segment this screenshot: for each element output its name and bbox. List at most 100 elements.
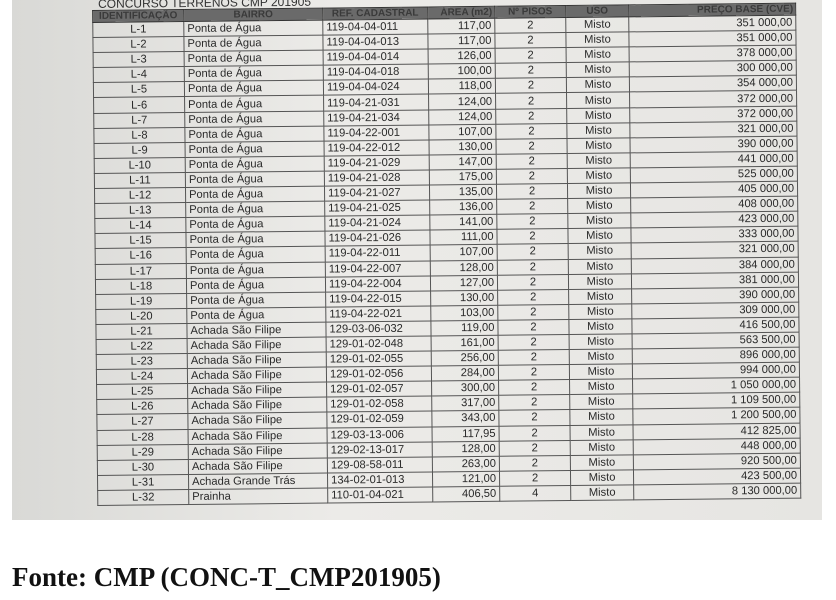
table-cell: 351 000,00 — [628, 30, 797, 48]
table-cell: 920 500,00 — [633, 452, 801, 470]
table-cell: 129-03-06-032 — [325, 320, 432, 338]
table-cell: 111,00 — [429, 229, 498, 246]
table-cell: 372 000,00 — [629, 105, 797, 123]
table-cell: L-4 — [93, 66, 185, 83]
table-cell: Ponta de Água — [183, 35, 324, 52]
table-cell: Achada São Filipe — [187, 352, 327, 369]
table-cell: 129-01-02-048 — [326, 335, 432, 353]
table-cell: Achada São Filipe — [187, 367, 327, 384]
table-cell: 2 — [496, 153, 568, 170]
table-cell: Misto — [570, 454, 634, 471]
column-header: USO — [565, 4, 629, 18]
table-cell: 2 — [496, 168, 568, 185]
table-cell: 126,00 — [428, 48, 496, 65]
table-cell: 2 — [498, 409, 570, 426]
table-cell: L-16 — [95, 247, 187, 264]
table-cell: 129-01-02-057 — [326, 381, 432, 398]
table-cell: 381 000,00 — [631, 271, 799, 289]
table-cell: 129-01-02-058 — [326, 396, 432, 413]
table-cell: Achada São Filipe — [187, 337, 327, 354]
table-cell: 2 — [497, 304, 569, 321]
table-cell: Ponta de Água — [185, 171, 325, 188]
document-photo: CONCURSO TERRENOS CMP 201905 IDENTIFICAÇ… — [12, 0, 822, 520]
table-cell: Misto — [568, 303, 632, 320]
table-cell: 896 000,00 — [632, 347, 800, 365]
table-cell: L-3 — [93, 51, 185, 68]
table-cell: L-11 — [94, 172, 186, 189]
table-cell: 119-04-21-026 — [324, 230, 431, 247]
table-cell: L-13 — [94, 202, 186, 219]
table-cell: 8 130 000,00 — [633, 483, 801, 500]
table-cell: 321 000,00 — [631, 241, 799, 259]
table-cell: 129-01-02-055 — [326, 351, 432, 368]
table-cell: 406,50 — [432, 486, 500, 502]
table-cell: Misto — [567, 167, 631, 184]
table-cell: 333 000,00 — [630, 226, 799, 244]
table-cell: 2 — [497, 289, 569, 306]
table-cell: Ponta de Água — [185, 186, 325, 203]
table-cell: Misto — [567, 228, 632, 244]
document-sheet: CONCURSO TERRENOS CMP 201905 IDENTIFICAÇ… — [92, 0, 822, 506]
table-cell: Misto — [569, 333, 633, 350]
table-cell: 128,00 — [432, 440, 500, 457]
table-cell: 1 109 500,00 — [632, 392, 800, 410]
table-cell: 2 — [499, 440, 571, 456]
table-cell: 351 000,00 — [628, 15, 796, 32]
table-cell: 119-04-21-024 — [324, 215, 430, 232]
table-cell: Achada São Filipe — [187, 412, 328, 430]
table-cell: Ponta de Água — [185, 140, 325, 158]
table-cell: L-5 — [93, 81, 185, 98]
table-cell: 1 050 000,00 — [632, 377, 800, 395]
table-cell: 2 — [496, 198, 568, 215]
table-cell: 317,00 — [431, 395, 499, 412]
table-cell: L-9 — [94, 142, 186, 159]
table-cell: 118,00 — [428, 78, 496, 95]
table-cell: Ponta de Água — [184, 80, 324, 98]
table-cell: L-7 — [93, 112, 185, 129]
table-cell: 1 200 500,00 — [632, 407, 800, 425]
table-cell: L-21 — [95, 323, 188, 340]
table-cell: L-27 — [96, 413, 189, 431]
table-cell: 284,00 — [431, 365, 499, 382]
table-cell: 321 000,00 — [629, 120, 797, 138]
table-cell: 119-04-22-004 — [325, 275, 431, 292]
table-cell: 2 — [497, 319, 570, 336]
table-cell: 2 — [496, 213, 568, 230]
table-cell: Ponta de Água — [184, 95, 324, 113]
table-cell: Misto — [568, 258, 632, 275]
table-cell: 263,00 — [432, 455, 500, 472]
table-cell: Misto — [566, 62, 630, 78]
table-cell: 2 — [494, 17, 566, 34]
table-cell: Misto — [569, 379, 633, 395]
table-cell: 117,95 — [432, 425, 500, 442]
table-cell: 119-04-22-015 — [325, 290, 431, 307]
table-cell: Misto — [569, 424, 634, 441]
table-cell: 110-01-04-021 — [327, 486, 433, 504]
table-cell: 2 — [495, 123, 567, 140]
table-cell: 390 000,00 — [631, 286, 799, 304]
table-cell: 129-08-58-011 — [327, 456, 433, 473]
table-cell: Ponta de Água — [186, 276, 326, 294]
table-cell: 127,00 — [430, 274, 498, 291]
table-cell: Achada São Filipe — [187, 382, 327, 399]
table-cell: 2 — [498, 334, 570, 351]
table-cell: L-24 — [96, 368, 188, 385]
table-cell: 2 — [497, 274, 569, 290]
table-cell: L-28 — [97, 429, 189, 446]
table-cell: 2 — [495, 93, 567, 109]
table-cell: Ponta de Água — [184, 125, 325, 143]
table-cell: L-17 — [95, 263, 187, 280]
table-cell: 2 — [498, 394, 570, 411]
table-cell: L-12 — [94, 187, 186, 204]
table-cell: Misto — [565, 31, 630, 48]
table-cell: L-10 — [94, 157, 186, 174]
table-cell: Misto — [565, 16, 629, 33]
table-cell: 2 — [495, 62, 567, 79]
table-cell: 129-02-13-017 — [327, 441, 433, 458]
table-cell: 128,00 — [430, 259, 498, 276]
table-cell: 2 — [495, 47, 567, 64]
table-cell: Misto — [566, 122, 630, 139]
column-header: PREÇO BASE (CVE) — [628, 3, 796, 17]
table-cell: 300,00 — [431, 380, 499, 397]
table-cell: Achada São Filipe — [188, 442, 328, 460]
